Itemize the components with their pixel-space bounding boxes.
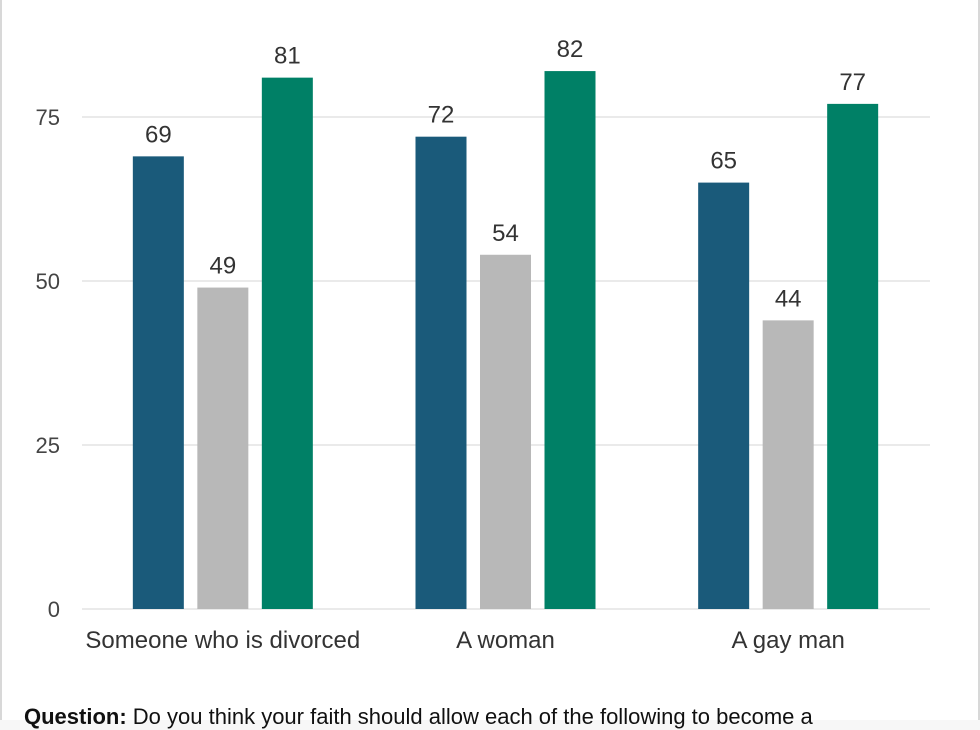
bar-3-1 <box>698 182 750 609</box>
bar-1-3 <box>261 77 313 609</box>
x-category-label-1: Someone who is divorced <box>85 627 360 654</box>
question-text: Do you think your faith should allow eac… <box>132 704 813 729</box>
data-label-2-3: 82 <box>557 36 584 63</box>
bar-1-1 <box>132 156 184 610</box>
data-label-3-1: 65 <box>710 148 737 175</box>
bar-2-2 <box>480 254 531 609</box>
y-tick-label-75: 75 <box>36 105 60 130</box>
x-category-label-3: A gay man <box>731 627 844 654</box>
bar-2-3 <box>544 71 596 609</box>
data-label-2-1: 72 <box>428 102 455 129</box>
data-label-1-1: 69 <box>145 121 172 148</box>
data-label-3-2: 44 <box>775 285 802 312</box>
bar-chart: 0 25 50 75 69 49 81 Someone who is divorced 72 54… <box>36 36 930 654</box>
data-label-3-3: 77 <box>839 69 866 96</box>
x-category-label-2: A woman <box>456 627 555 654</box>
data-label-1-2: 49 <box>209 253 236 280</box>
bar-3-2 <box>762 320 814 609</box>
y-tick-label-25: 25 <box>36 433 60 458</box>
question-footer: Question: Do you think your faith should… <box>24 704 964 730</box>
data-label-1-3: 81 <box>274 43 301 70</box>
question-label: Question: <box>24 704 127 729</box>
bar-1-2 <box>197 287 249 609</box>
y-tick-label-0: 0 <box>48 597 60 622</box>
bar-2-1 <box>415 136 467 609</box>
data-label-2-2: 54 <box>492 220 519 247</box>
bar-3-3 <box>827 103 879 609</box>
y-tick-label-50: 50 <box>36 269 60 294</box>
